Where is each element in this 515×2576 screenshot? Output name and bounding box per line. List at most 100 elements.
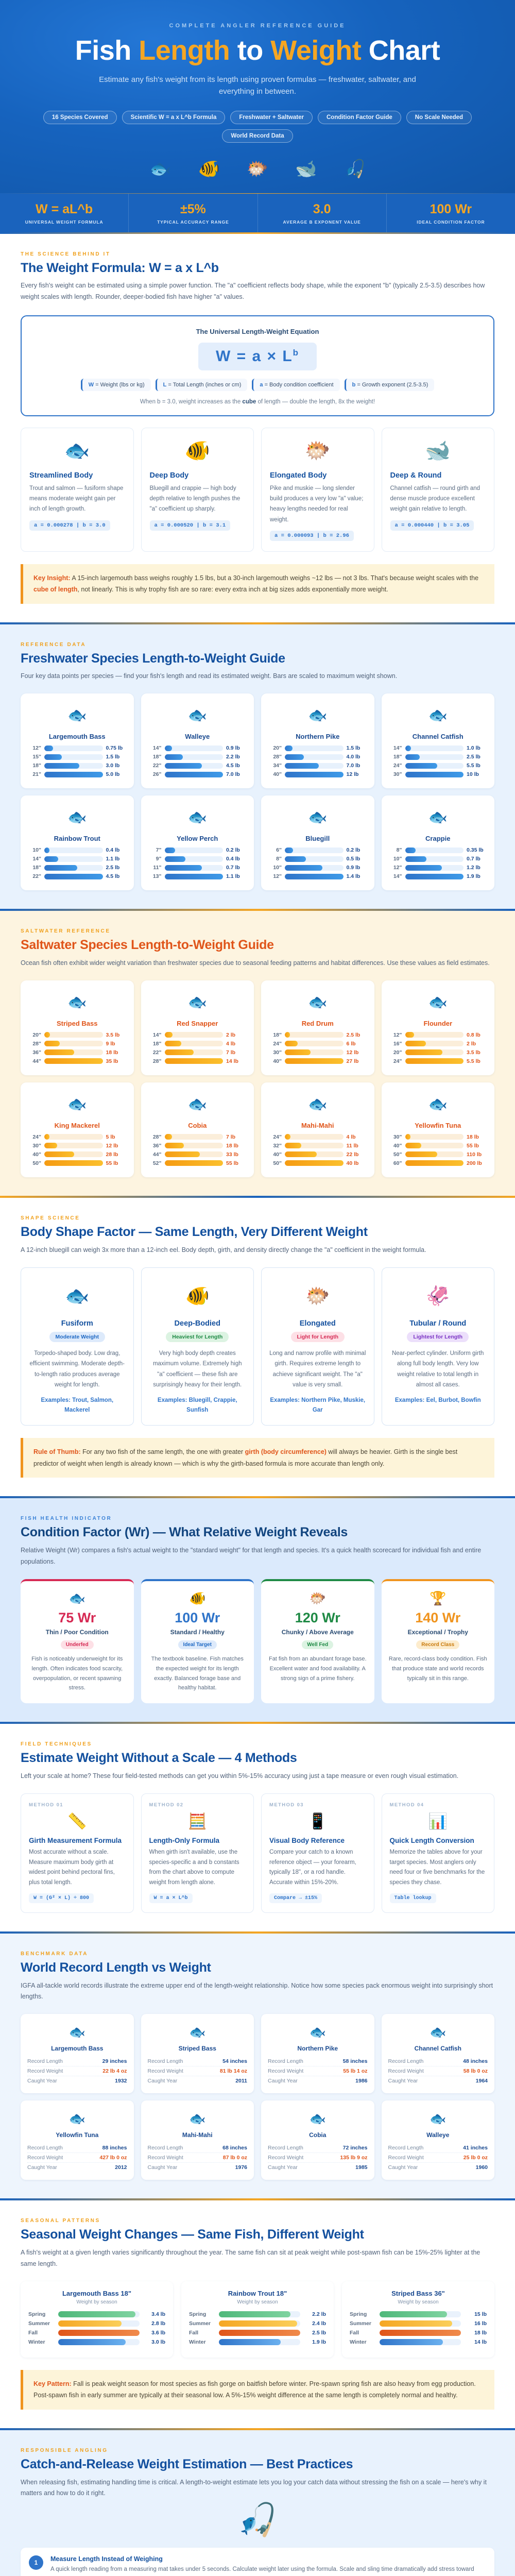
species-bar-fill (44, 745, 54, 751)
condition-desc: Relative Weight (Wr) compares a fish's a… (21, 1546, 482, 1565)
species-length: 32" (273, 1142, 282, 1149)
legend-symbol: L (163, 382, 167, 388)
shape-type-title: Fusiform (61, 1319, 93, 1328)
elongated-pike-icon: 🐡 (305, 1285, 330, 1307)
species-length: 28" (273, 754, 282, 760)
coef-card-title: Deep & Round (390, 471, 442, 480)
condition-card-0: 🐟 75 Wr Thin / Poor Condition Underfed Fish … (21, 1579, 134, 1704)
section-divider (0, 1195, 515, 1198)
formula-legend-item-2: a = Body condition coefficient (252, 379, 340, 392)
record-key: Record Length (388, 2058, 424, 2065)
season-bar-fill (58, 2320, 122, 2327)
species-bar-track (285, 754, 344, 760)
shape-type-text: Very high body depth creates maximum vol… (152, 1350, 242, 1388)
thin-fish-icon: 🐟 (68, 1590, 85, 1606)
shape-type-text: Near-perfect cylinder. Uniform girth alo… (392, 1350, 484, 1388)
species-bar-fill (164, 1143, 184, 1149)
title-highlight-length: Length (139, 35, 230, 66)
species-weight: 0.7 lb (467, 856, 480, 862)
species-data-row: 12" 0.8 lb (389, 1032, 488, 1038)
hero-pill-0[interactable]: 16 Species Covered (43, 111, 117, 125)
record-value: 2012 (115, 2164, 127, 2171)
method-title: Quick Length Conversion (389, 1836, 474, 1844)
species-data-row: 28" 9 lb (28, 1041, 127, 1047)
species-data-row: 44" 35 lb (28, 1058, 127, 1064)
species-bar-track (164, 865, 223, 871)
species-length: 10" (273, 865, 282, 871)
species-weight: 55 lb (106, 1160, 118, 1166)
season-name: Winter (189, 2338, 206, 2345)
striped-bass-icon: 🐟 (189, 2024, 206, 2040)
season-weight: 16 lb (474, 2320, 487, 2327)
condition-label: Exceptional / Trophy (407, 1629, 468, 1636)
species-length: 12" (393, 1031, 402, 1038)
coef-card-title: Elongated Body (270, 471, 327, 480)
hero-pill-3[interactable]: Condition Factor Guide (317, 111, 401, 125)
record-row: Record Length 72 inches (268, 2143, 368, 2154)
species-bar-fill (405, 1160, 464, 1166)
record-row: Record Weight 55 lb 1 oz (268, 2066, 368, 2077)
condition-text: Fish is noticeably underweight for its l… (31, 1656, 123, 1691)
yellow-perch-icon: 🐟 (187, 809, 207, 826)
title-highlight-weight: Weight (270, 35, 362, 66)
northern-pike-icon: 🐟 (308, 707, 328, 724)
species-data-row: 40" 55 lb (389, 1143, 488, 1149)
record-key: Record Weight (268, 2155, 304, 2161)
species-card-6: 🐟 Mahi-Mahi 24" 4 lb 32" 11 lb 40" 22 lb 50" 40 l… (261, 1082, 374, 1177)
species-weight: 7.0 lb (226, 771, 240, 778)
method-formula: W = a × L^b (149, 1893, 193, 1903)
species-bar-track (164, 745, 223, 751)
hero-pill-2[interactable]: Freshwater + Saltwater (230, 111, 313, 125)
shape-type-card-1: 🐠 Deep-Bodied Heaviest for Length Very high… (141, 1267, 254, 1426)
hero-pill-4[interactable]: No Scale Needed (406, 111, 472, 125)
record-row: Caught Year 1964 (388, 2076, 488, 2086)
record-key: Record Length (388, 2145, 424, 2151)
species-bar-track (285, 1151, 344, 1158)
species-bar-track (164, 1143, 223, 1149)
season-weight: 18 lb (474, 2329, 487, 2336)
species-bar-fill (405, 762, 437, 769)
bluegill-icon: 🐟 (308, 809, 328, 826)
species-data-row: 20" 3.5 lb (389, 1049, 488, 1056)
species-weight: 12 lb (346, 771, 359, 778)
species-bar-fill (164, 754, 183, 760)
season-weight: 2.2 lb (312, 2311, 326, 2317)
record-value: 1985 (355, 2164, 368, 2171)
record-row: Record Length 41 inches (388, 2143, 488, 2154)
section-divider (0, 909, 515, 911)
record-row: Record Length 88 inches (27, 2143, 127, 2154)
record-value: 29 inches (102, 2058, 127, 2065)
species-data-row: 50" 110 lb (389, 1151, 488, 1158)
species-data-row: 13" 1.1 lb (148, 873, 247, 879)
species-weight: 2.5 lb (346, 1031, 360, 1038)
seasonal-row: Summer 2.4 lb (189, 2320, 326, 2327)
record-row: Caught Year 1985 (268, 2163, 368, 2172)
hero-pill-5[interactable]: World Record Data (222, 129, 293, 143)
species-weight: 0.8 lb (467, 1031, 480, 1038)
species-data-row: 14" 1.9 lb (389, 873, 488, 879)
species-weight: 4.5 lb (106, 873, 120, 880)
coef-card-title: Streamlined Body (29, 471, 93, 480)
species-bar-track (44, 1151, 103, 1158)
record-card-5: 🐟 Mahi-Mahi Record Length 68 inches Record W… (141, 2100, 254, 2180)
species-bar-track (285, 856, 344, 862)
species-data-row: 22" 4.5 lb (148, 762, 247, 769)
record-value: 81 lb 14 oz (219, 2068, 247, 2075)
record-value: 1932 (115, 2078, 127, 2084)
record-card-3: 🐟 Channel Catfish Record Length 48 inches Re… (381, 2014, 494, 2094)
species-weight: 22 lb (346, 1151, 359, 1158)
species-bar-track (164, 873, 223, 879)
species-bar-track (44, 847, 103, 853)
record-row: Caught Year 1976 (148, 2163, 248, 2172)
species-length: 30" (32, 1142, 41, 1149)
species-bar-fill (44, 754, 62, 760)
species-length: 8" (396, 847, 402, 854)
species-bar-fill (285, 771, 344, 777)
hero-pill-1[interactable]: Scientific W = a x L^b Formula (122, 111, 226, 125)
species-bar-fill (285, 1160, 344, 1166)
species-weight: 40 lb (346, 1160, 359, 1166)
species-data-row: 44" 33 lb (148, 1151, 247, 1158)
seasonal-chart-grid: Largemouth Bass 18" Weight by season Sprin… (21, 2281, 494, 2358)
stat-label: TYPICAL ACCURACY RANGE (157, 219, 229, 225)
methods-desc: Left your scale at home? These four fiel… (21, 1772, 459, 1780)
